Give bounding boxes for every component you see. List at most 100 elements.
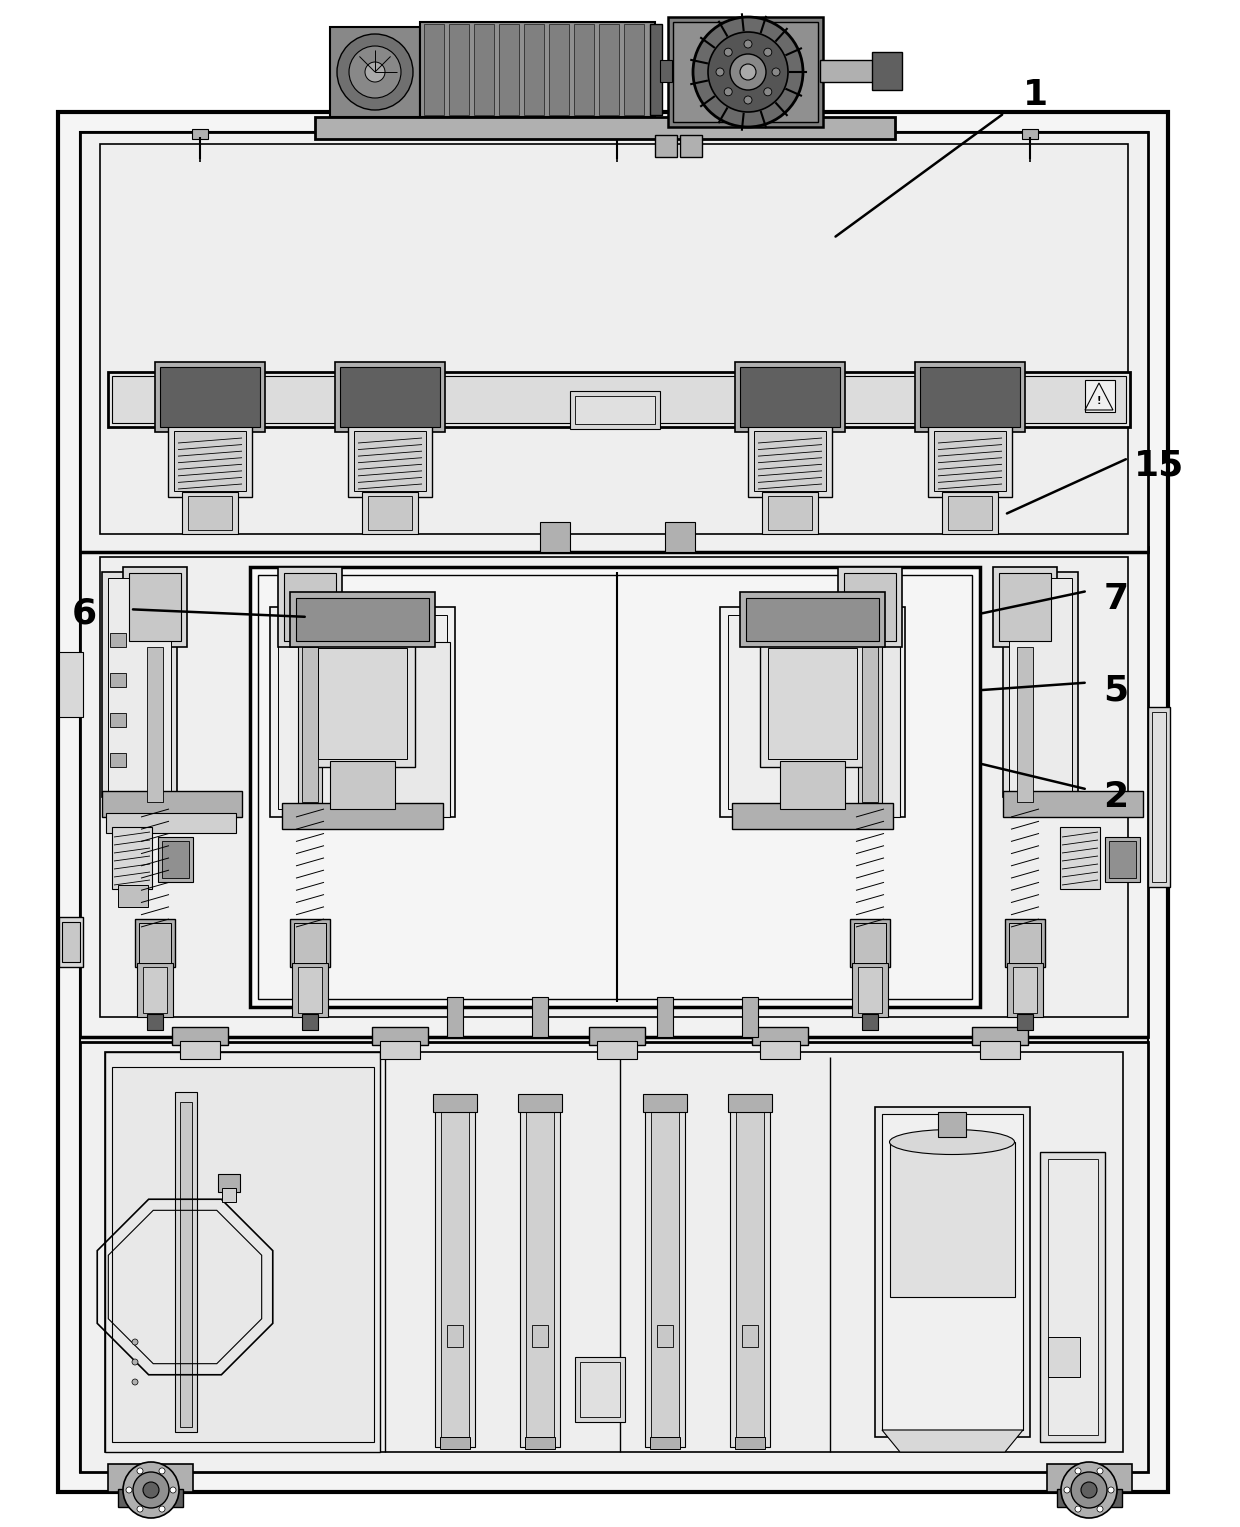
Bar bbox=[372, 1028, 428, 1044]
Bar bbox=[539, 522, 570, 551]
Bar bbox=[972, 1028, 1028, 1044]
Circle shape bbox=[764, 87, 771, 96]
Circle shape bbox=[337, 34, 413, 110]
Bar bbox=[474, 24, 494, 115]
Circle shape bbox=[693, 17, 804, 127]
Bar bbox=[112, 376, 1126, 423]
Bar bbox=[844, 573, 897, 641]
Circle shape bbox=[1097, 1467, 1104, 1474]
Bar bbox=[294, 922, 326, 964]
Bar bbox=[167, 425, 252, 496]
Bar bbox=[760, 1041, 800, 1060]
Bar bbox=[735, 362, 844, 432]
Bar bbox=[751, 1028, 808, 1044]
Bar bbox=[58, 111, 1168, 1492]
Bar bbox=[118, 1489, 184, 1507]
Bar bbox=[728, 1093, 773, 1112]
Bar bbox=[81, 1041, 1148, 1472]
Ellipse shape bbox=[889, 1130, 1014, 1154]
Bar bbox=[290, 919, 330, 967]
Bar bbox=[175, 1092, 197, 1432]
Bar bbox=[298, 641, 322, 806]
Bar bbox=[651, 1112, 680, 1441]
Bar bbox=[1109, 841, 1136, 878]
Circle shape bbox=[1075, 1506, 1081, 1512]
Bar bbox=[915, 362, 1025, 432]
Circle shape bbox=[131, 1379, 138, 1385]
Bar bbox=[139, 922, 171, 964]
Bar bbox=[348, 425, 432, 496]
Bar bbox=[435, 1107, 475, 1448]
Bar bbox=[278, 615, 446, 809]
Text: 5: 5 bbox=[1104, 673, 1128, 707]
Bar bbox=[110, 673, 126, 687]
Bar bbox=[303, 647, 317, 802]
Bar bbox=[192, 128, 208, 139]
Bar bbox=[1105, 837, 1140, 883]
Bar bbox=[580, 1362, 620, 1417]
Circle shape bbox=[1064, 1487, 1070, 1493]
Bar bbox=[1048, 1338, 1080, 1377]
Circle shape bbox=[365, 63, 384, 82]
Bar bbox=[1004, 919, 1045, 967]
Bar bbox=[143, 967, 167, 1012]
Bar bbox=[449, 24, 469, 115]
Bar bbox=[768, 647, 857, 759]
Circle shape bbox=[1071, 1472, 1107, 1509]
Bar bbox=[735, 1437, 765, 1449]
Bar bbox=[118, 886, 148, 907]
Bar bbox=[1017, 1014, 1033, 1031]
Bar bbox=[303, 1014, 317, 1031]
Circle shape bbox=[136, 1506, 143, 1512]
Bar bbox=[440, 1437, 470, 1449]
Circle shape bbox=[1061, 1461, 1117, 1518]
Bar bbox=[123, 567, 187, 647]
Bar bbox=[937, 1112, 966, 1138]
Bar bbox=[424, 24, 444, 115]
Bar bbox=[609, 128, 625, 139]
Bar bbox=[1017, 647, 1033, 802]
Bar bbox=[890, 1142, 1016, 1296]
Circle shape bbox=[1075, 1467, 1081, 1474]
Bar bbox=[340, 366, 440, 428]
Bar bbox=[102, 791, 242, 817]
Bar bbox=[100, 557, 1128, 1017]
Bar bbox=[218, 1174, 241, 1193]
Bar bbox=[942, 492, 998, 534]
Circle shape bbox=[1097, 1506, 1104, 1512]
Circle shape bbox=[131, 1359, 138, 1365]
Bar bbox=[81, 131, 1148, 1472]
Bar bbox=[730, 1107, 770, 1448]
Bar bbox=[650, 1437, 680, 1449]
Circle shape bbox=[740, 64, 756, 79]
Bar bbox=[365, 641, 450, 817]
Bar bbox=[498, 24, 520, 115]
Bar bbox=[928, 425, 1012, 496]
Bar bbox=[172, 1028, 228, 1044]
Circle shape bbox=[348, 46, 401, 98]
Bar bbox=[278, 567, 342, 647]
Bar bbox=[182, 492, 238, 534]
Bar bbox=[746, 599, 879, 641]
Bar bbox=[317, 647, 407, 759]
Circle shape bbox=[730, 53, 766, 90]
Bar bbox=[748, 425, 832, 496]
Circle shape bbox=[159, 1506, 165, 1512]
Bar bbox=[108, 373, 1130, 428]
Bar bbox=[624, 24, 644, 115]
Circle shape bbox=[715, 69, 724, 76]
Circle shape bbox=[123, 1461, 179, 1518]
Bar bbox=[296, 599, 429, 641]
Bar bbox=[575, 1358, 625, 1422]
Bar bbox=[1060, 828, 1100, 889]
Bar bbox=[284, 573, 336, 641]
Circle shape bbox=[708, 32, 787, 111]
Text: 6: 6 bbox=[72, 597, 97, 631]
Bar bbox=[81, 131, 1148, 551]
Bar bbox=[854, 922, 887, 964]
Bar bbox=[668, 17, 823, 127]
Bar bbox=[270, 608, 455, 817]
Bar bbox=[420, 21, 655, 118]
Bar bbox=[599, 24, 619, 115]
Bar bbox=[1003, 573, 1078, 797]
